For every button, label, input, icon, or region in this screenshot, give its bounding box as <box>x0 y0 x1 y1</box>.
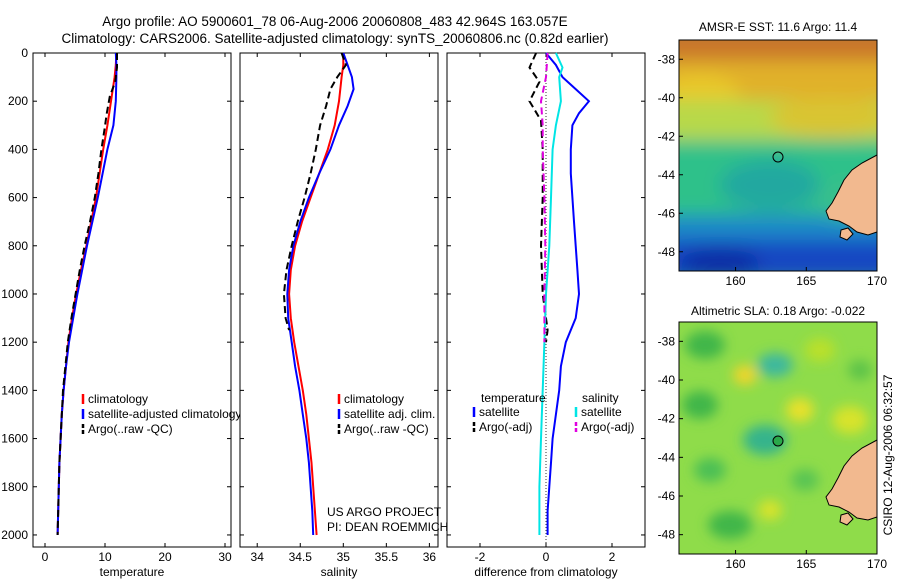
diff-legend-header-temperature: temperature <box>481 391 546 405</box>
sla_map-xtick-label: 160 <box>726 557 746 571</box>
sla-float-marker <box>772 435 784 447</box>
sst_map-ytick-label: -48 <box>658 245 676 259</box>
sla-island <box>839 512 854 526</box>
sla-map-axes: 160 165 170 -38 -40 -42 -44 -46 -48 <box>658 321 887 571</box>
sst-map-axes: 160 165 170 -38 -40 -42 -44 -46 -48 <box>658 39 887 288</box>
difference-series-salinity-satellite <box>538 52 564 535</box>
difference-xtick-label: 2 <box>609 550 616 564</box>
sal-legend-satellite-label: satellite adj. clim. <box>344 407 435 421</box>
salinity-xtick-label: 35 <box>337 550 351 564</box>
difference-series-temperature-argo-adj <box>528 52 549 343</box>
sst_map-frame <box>678 39 878 272</box>
sla_map-ytick-label: -40 <box>658 373 676 387</box>
difference-xtick-label: -2 <box>475 550 486 564</box>
depth-tick-label: 1400 <box>1 383 28 397</box>
sst_map-xtick-label: 165 <box>796 274 816 288</box>
difference-series-salinity-argo-adj <box>539 52 549 343</box>
depth-tick-label: 0 <box>21 46 28 60</box>
temp-legend-satellite-label: satellite-adjusted climatology <box>88 407 241 421</box>
difference-xtick-label: 0 <box>543 550 550 564</box>
temperature-xtick-label: 30 <box>218 550 232 564</box>
sla_map-xtick-label: 170 <box>867 557 887 571</box>
temp-legend-argo-label: Argo(..raw -QC) <box>88 422 173 436</box>
salinity-x-label: salinity <box>321 565 358 579</box>
temperature-series-argo-raw-qc <box>56 53 118 536</box>
sst-float-marker <box>772 151 784 163</box>
difference-series-temperature-satellite <box>545 52 591 535</box>
temperature-xtick-label: 0 <box>42 550 49 564</box>
figure-title-line1: Argo profile: AO 5900601_78 06-Aug-2006 … <box>102 14 567 29</box>
sla-map-title: Altimetric SLA: 0.18 Argo: -0.022 <box>691 304 865 318</box>
difference-x-label: difference from climatology <box>474 565 617 579</box>
sst-map-title: AMSR-E SST: 11.6 Argo: 11.4 <box>699 20 858 34</box>
sst_map-ytick-label: -44 <box>658 168 676 182</box>
salinity-xtick-label: 35.5 <box>375 550 399 564</box>
depth-tick-label: 400 <box>8 142 28 156</box>
sla-field <box>679 322 877 554</box>
sla_map-ytick-label: -42 <box>658 412 676 426</box>
sla_map-frame <box>678 321 878 555</box>
diff-legend-sal-satellite-label: satellite <box>581 405 622 419</box>
depth-tick-label: 600 <box>8 191 28 205</box>
footer-line-1: US ARGO PROJECT <box>327 505 442 519</box>
salinity-series-satellite-adj-clim <box>286 52 355 536</box>
sla_map-xtick-label: 165 <box>796 557 816 571</box>
sla_map-ytick-label: -38 <box>658 334 676 348</box>
sst-coastline <box>825 154 877 236</box>
sst_map-ytick-label: -40 <box>658 91 676 105</box>
depth-tick-label: 1600 <box>1 432 28 446</box>
salinity-profile-panel: 34 34.5 35 35.5 36 salinity climatologysatelli… <box>239 52 439 579</box>
temperature-profile-panel: 0 10 20 30 0 200 400 600 800 1000 1200 1400 1600 1800… <box>1 46 241 579</box>
salinity-xtick-label: 34 <box>251 550 265 564</box>
salinity-xtick-label: 36 <box>423 550 437 564</box>
sla_map-ytick-label: -44 <box>658 450 676 464</box>
depth-tick-label: 1200 <box>1 335 28 349</box>
depth-tick-label: 1800 <box>1 480 28 494</box>
sst-map-panel: AMSR-E SST: 11.6 Argo: 11.4 160 165 170 -38… <box>658 20 888 288</box>
temp-legend-climatology-label: climatology <box>88 392 148 406</box>
temperature-axes-box <box>32 52 232 548</box>
sst_map-ytick-label: -42 <box>658 129 676 143</box>
temperature-xtick-label: 10 <box>98 550 112 564</box>
diff-legend-sal-argo-label: Argo(-adj) <box>581 420 634 434</box>
sst_map-xtick-label: 160 <box>726 274 746 288</box>
sla_map-ytick-label: -48 <box>658 528 676 542</box>
sst-field <box>679 40 877 271</box>
sal-legend-climatology-label: climatology <box>344 392 404 406</box>
sst_map-ytick-label: -38 <box>658 52 676 66</box>
figure-title-line2: Climatology: CARS2006. Satellite-adjuste… <box>61 31 608 46</box>
diff-legend-temp-satellite-label: satellite <box>479 405 520 419</box>
depth-tick-label: 1000 <box>1 287 28 301</box>
temperature-x-label: temperature <box>100 565 165 579</box>
sst_map-xtick-label: 170 <box>867 274 887 288</box>
side-timestamp: CSIRO 12-Aug-2006 06:32:57 <box>881 374 895 535</box>
depth-tick-label: 200 <box>8 94 28 108</box>
depth-tick-label: 2000 <box>1 528 28 542</box>
sst-island <box>839 227 854 241</box>
sst_map-ytick-label: -46 <box>658 206 676 220</box>
sla-coastline <box>825 439 877 521</box>
sla_map-ytick-label: -46 <box>658 489 676 503</box>
diff-legend-header-salinity: salinity <box>582 391 619 405</box>
temperature-xtick-label: 20 <box>158 550 172 564</box>
salinity-series-climatology <box>288 53 345 536</box>
diff-legend-temp-argo-label: Argo(-adj) <box>479 420 532 434</box>
salinity-series-argo-raw-qc <box>282 52 348 331</box>
depth-tick-label: 800 <box>8 239 28 253</box>
sal-legend-argo-label: Argo(..raw -QC) <box>344 422 429 436</box>
salinity-axes-box <box>239 52 439 548</box>
sla-map-panel: Altimetric SLA: 0.18 Argo: -0.022 <box>658 304 888 571</box>
footer-line-2: PI: DEAN ROEMMICH <box>327 520 448 534</box>
salinity-xtick-label: 34.5 <box>289 550 313 564</box>
